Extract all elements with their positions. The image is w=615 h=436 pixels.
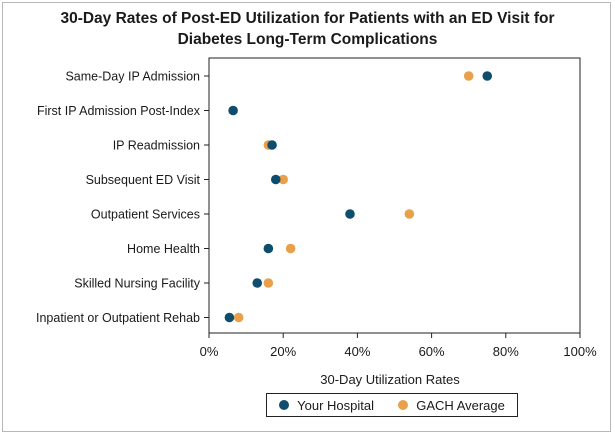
point-your-hospital <box>345 209 355 219</box>
plot-area-border <box>208 57 581 334</box>
point-your-hospital <box>482 71 493 81</box>
chart-title-line2: Diabetes Long-Term Complications <box>177 31 438 48</box>
point-your-hospital <box>263 243 274 254</box>
x-tick-label: 100% <box>563 344 597 359</box>
x-tick-label: 20% <box>270 344 296 359</box>
chart-title-line1: 30-Day Rates of Post-ED Utilization for … <box>60 10 555 27</box>
point-gach-average <box>463 71 474 81</box>
legend-swatch-gach-average <box>398 400 409 410</box>
y-category-label: IP Readmission <box>113 139 200 153</box>
x-axis-title: 30-Day Utilization Rates <box>320 372 460 387</box>
x-tick-label: 0% <box>200 344 219 359</box>
y-category-label: Inpatient or Outpatient Rehab <box>36 311 200 325</box>
y-category-label: Home Health <box>127 242 200 256</box>
chart-frame <box>2 2 611 432</box>
y-category-label: Subsequent ED Visit <box>86 173 201 187</box>
point-gach-average <box>285 243 296 254</box>
legend-item-gach-average: GACH Average <box>398 398 505 413</box>
y-category-label: Skilled Nursing Facility <box>74 277 200 291</box>
legend-swatch-your-hospital <box>279 400 290 410</box>
point-gach-average <box>278 174 289 185</box>
point-your-hospital <box>270 174 281 185</box>
point-your-hospital <box>224 312 235 323</box>
point-gach-average <box>233 312 244 323</box>
point-your-hospital <box>228 105 238 116</box>
legend-label-your-hospital: Your Hospital <box>297 397 374 413</box>
x-tick-label: 80% <box>493 344 519 359</box>
y-category-label: First IP Admission Post-Index <box>37 104 201 118</box>
point-gach-average <box>263 278 274 288</box>
x-tick-label: 40% <box>344 344 370 359</box>
y-category-label: Same-Day IP Admission <box>65 70 200 84</box>
legend: Your Hospital GACH Average <box>266 393 518 417</box>
point-your-hospital <box>252 278 263 288</box>
point-your-hospital <box>267 140 277 150</box>
y-category-label: Outpatient Services <box>91 208 200 222</box>
legend-item-your-hospital: Your Hospital <box>279 398 374 413</box>
x-tick-label: 60% <box>419 344 445 359</box>
point-gach-average <box>404 209 415 219</box>
legend-label-gach-average: GACH Average <box>416 397 505 413</box>
